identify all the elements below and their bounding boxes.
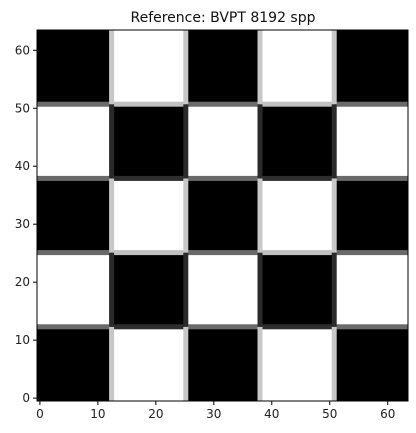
boundary-strip-horizontal (185, 101, 260, 107)
boundary-strip-horizontal (111, 175, 186, 181)
boundary-strip-vertical (183, 252, 189, 327)
y-axis-ticks: 0 10 20 30 40 50 60 (15, 43, 37, 405)
y-tick-label: 10 (15, 333, 30, 347)
heatmap-cell (185, 252, 260, 327)
boundary-strip-horizontal (37, 175, 112, 181)
x-tick-label: 30 (206, 407, 221, 421)
boundary-strip-vertical (109, 178, 115, 253)
boundary-strip-vertical (331, 252, 337, 327)
y-tick-label: 20 (15, 275, 30, 289)
x-tick-label: 20 (148, 407, 163, 421)
heatmap-cell (37, 178, 112, 253)
boundary-strip-vertical (109, 252, 115, 327)
boundary-strip-vertical (109, 30, 115, 105)
boundary-strip-horizontal (333, 324, 408, 330)
plot-frame (36, 29, 409, 402)
heatmap-cell (333, 30, 408, 105)
heatmap-cell (259, 178, 334, 253)
boundary-strip-horizontal (259, 324, 334, 330)
boundary-strip-horizontal (333, 250, 408, 256)
heatmap-cell (37, 30, 112, 105)
x-tick-label: 0 (36, 407, 44, 421)
chart-title: Reference: BVPT 8192 spp (130, 10, 315, 26)
heatmap-cell (37, 326, 112, 401)
heatmap-cell (259, 252, 334, 327)
heatmap-cell (185, 30, 260, 105)
boundary-strip-horizontal (333, 175, 408, 181)
boundary-strip-horizontal (111, 250, 186, 256)
x-axis-ticks: 0 10 20 30 40 50 60 (36, 401, 395, 421)
heatmap-cell (111, 252, 186, 327)
boundary-strip-vertical (183, 30, 189, 105)
boundary-strip-vertical (257, 178, 263, 253)
heatmap-cell (185, 326, 260, 401)
boundary-strip-vertical (109, 326, 115, 401)
y-tick-label: 0 (22, 391, 30, 405)
boundary-strip-vertical (331, 30, 337, 105)
boundary-strip-vertical (183, 104, 189, 179)
boundary-strip-vertical (331, 178, 337, 253)
boundary-strip-vertical (183, 326, 189, 401)
boundary-strip-vertical (109, 104, 115, 179)
y-tick-label: 50 (15, 101, 30, 115)
y-tick-label: 40 (15, 159, 30, 173)
boundary-strip-horizontal (259, 175, 334, 181)
y-tick-label: 30 (15, 217, 30, 231)
heatmap-cell (111, 30, 186, 105)
boundary-strip-horizontal (37, 324, 112, 330)
heatmap-cell (111, 326, 186, 401)
x-tick-label: 40 (264, 407, 279, 421)
heatmap-cell (259, 326, 334, 401)
boundary-strip-vertical (257, 30, 263, 105)
heatmap-cell (333, 326, 408, 401)
heatmap-cells (37, 30, 408, 401)
boundary-strip-horizontal (259, 101, 334, 107)
heatmap-cell (185, 104, 260, 179)
heatmap-cell (333, 252, 408, 327)
boundary-strip-horizontal (111, 101, 186, 107)
boundary-strip-horizontal (37, 250, 112, 256)
boundary-strip-horizontal (185, 250, 260, 256)
heatmap-cell (37, 252, 112, 327)
heatmap-cell (259, 30, 334, 105)
boundary-strip-horizontal (185, 175, 260, 181)
heatmap-cell (333, 178, 408, 253)
boundary-strip-vertical (257, 104, 263, 179)
boundary-strip-vertical (331, 104, 337, 179)
x-tick-label: 50 (322, 407, 337, 421)
boundary-strip-horizontal (37, 101, 112, 107)
heatmap-cell (185, 178, 260, 253)
boundary-strip-vertical (257, 326, 263, 401)
heatmap-cell (111, 104, 186, 179)
boundary-strip-vertical (331, 326, 337, 401)
heatmap-cell (111, 178, 186, 253)
boundary-strip-horizontal (259, 250, 334, 256)
heatmap-cell (37, 104, 112, 179)
boundary-strip-vertical (183, 178, 189, 253)
heatmap-cell (333, 104, 408, 179)
boundary-strip-vertical (257, 252, 263, 327)
x-tick-label: 60 (380, 407, 395, 421)
heatmap-cell (259, 104, 334, 179)
heatmap-boundaries (37, 30, 408, 401)
boundary-strip-horizontal (185, 324, 260, 330)
boundary-strip-horizontal (333, 101, 408, 107)
x-tick-label: 10 (90, 407, 105, 421)
boundary-strip-horizontal (111, 324, 186, 330)
y-tick-label: 60 (15, 43, 30, 57)
